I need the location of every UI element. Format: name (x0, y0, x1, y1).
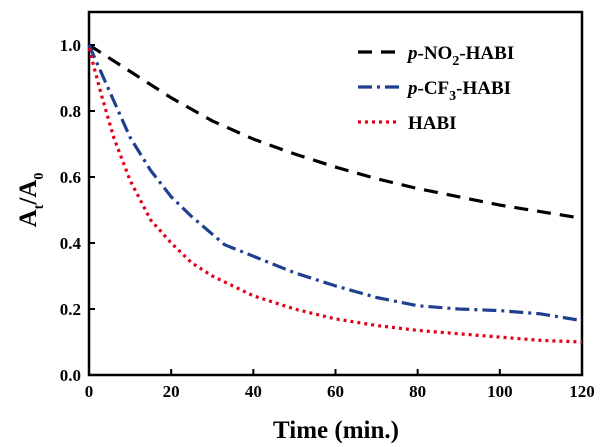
plot-frame (87, 10, 584, 377)
y-axis-title-sub-t: t (32, 204, 47, 209)
legend-label-1: p-CF3-HABI (406, 78, 511, 104)
x-tick-label: 100 (487, 382, 513, 401)
x-axis-ticks: 0 20 40 60 80 100 120 (85, 369, 595, 401)
x-tick-label: 40 (245, 382, 262, 401)
y-axis-title-a2: A (15, 180, 42, 198)
x-tick-label: 120 (569, 382, 595, 401)
legend-label-subscript: 3 (449, 89, 456, 104)
y-axis-title-a: A (15, 209, 42, 227)
legend-label-part-a: -NO (418, 43, 453, 64)
y-axis-title-sub-0: 0 (32, 173, 47, 180)
legend-label-part-b: -HABI (456, 78, 511, 99)
y-tick-label: 0.4 (60, 234, 82, 253)
x-axis-title: Time (min.) (273, 417, 399, 444)
series-line-1 (87, 44, 583, 323)
y-axis-title: At/A0 (15, 173, 47, 228)
series-line-0 (88, 43, 583, 220)
y-axis-title-slash: / (15, 197, 42, 206)
x-tick-label: 80 (409, 382, 426, 401)
y-axis-ticks: 0.0 0.2 0.4 0.6 0.8 1.0 (60, 36, 95, 385)
y-tick-label: 0.6 (60, 168, 81, 187)
legend-label-subscript: 2 (452, 54, 459, 69)
legend-label-0: p-NO2-HABI (406, 43, 514, 69)
legend-label-italic: p (406, 43, 418, 64)
x-tick-label: 0 (85, 382, 94, 401)
legend-label-part-a: -CF (418, 78, 450, 99)
legend-label-part-b: -HABI (459, 43, 514, 64)
y-tick-label: 1.0 (60, 36, 81, 55)
legend-label-part-a: HABI (408, 113, 457, 134)
series-lines (87, 43, 583, 344)
x-tick-label: 60 (327, 382, 344, 401)
x-tick-label: 20 (163, 382, 180, 401)
legend-label-italic: p (406, 78, 418, 99)
y-tick-label: 0.0 (60, 366, 81, 385)
legend-label-2: HABI (408, 113, 457, 134)
y-tick-label: 0.2 (60, 300, 81, 319)
y-tick-label: 0.8 (60, 102, 81, 121)
